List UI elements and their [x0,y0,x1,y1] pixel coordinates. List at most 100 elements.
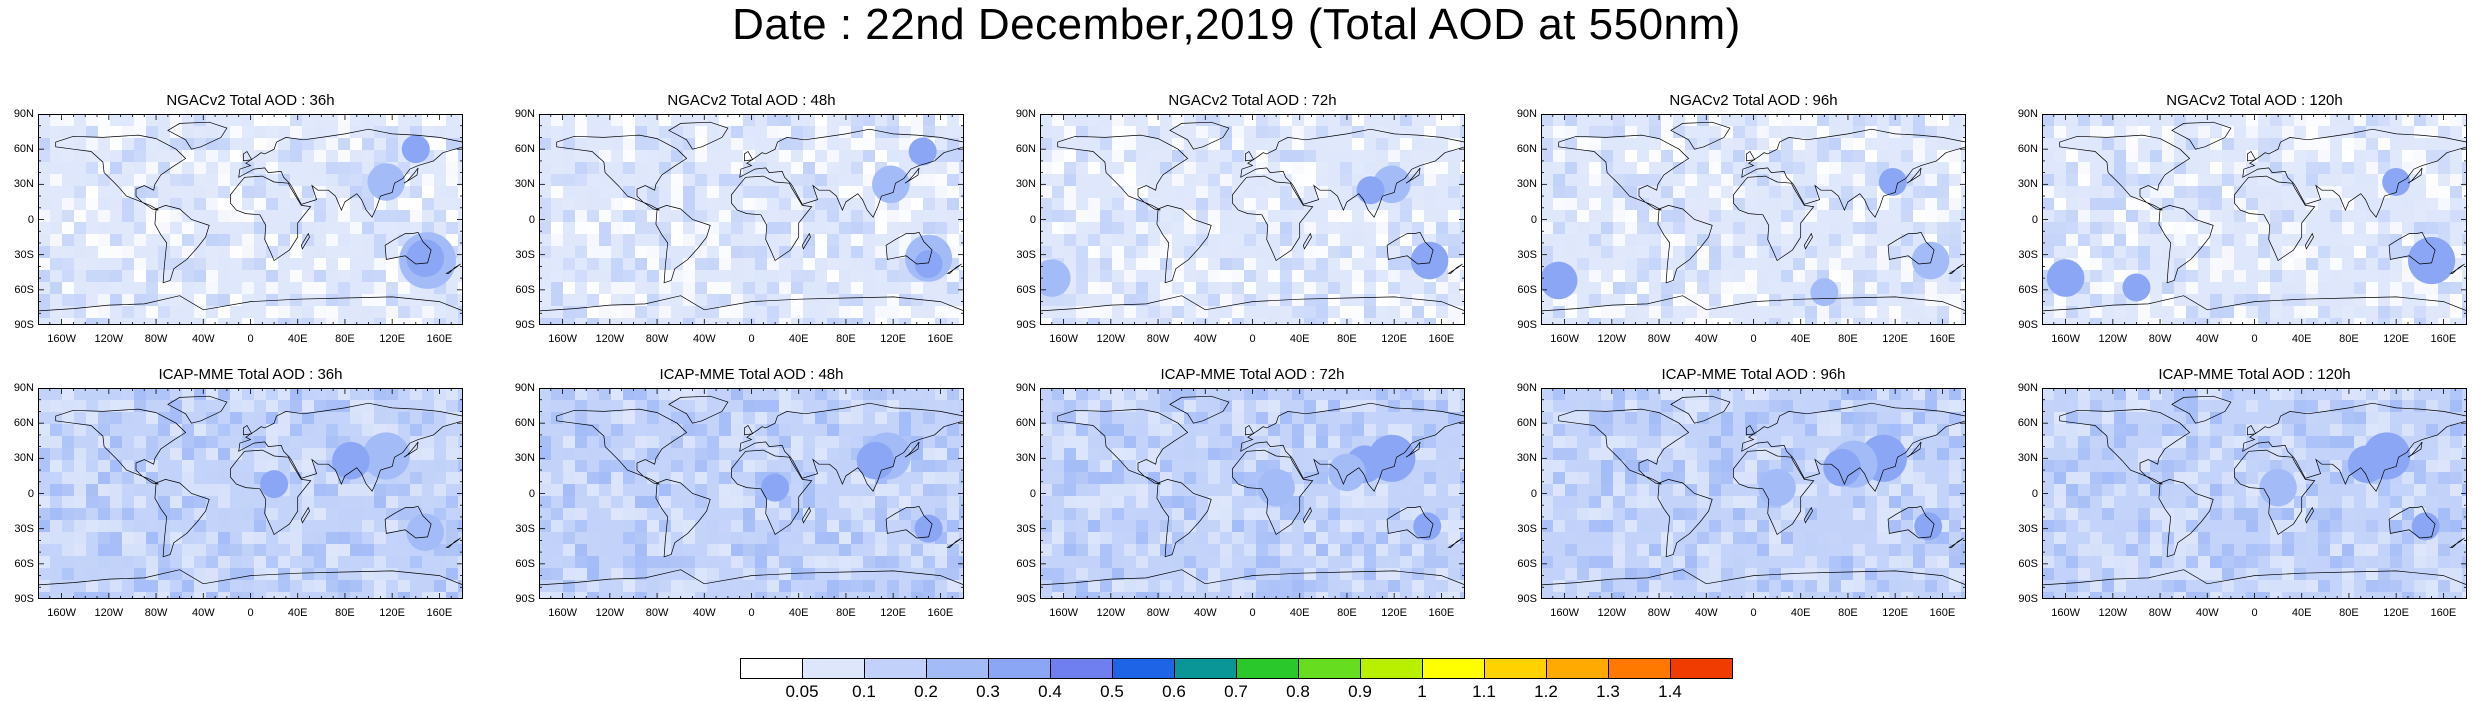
lat-tick-label: 30N [2017,452,2038,465]
lon-tick-label: 80W [144,333,168,345]
lon-tick-label: 0 [1750,607,1757,619]
lon-tick-label: 80W [645,333,669,345]
lat-tick-label: 90S [2018,593,2038,605]
lon-tick-label: 80E [335,333,355,345]
map-area [38,114,463,325]
lon-tick-label: 120W [2098,333,2128,345]
lat-tick-label: 90N [1015,108,1036,120]
aod-map [38,388,463,599]
colorbar-swatch [1298,658,1361,679]
lat-tick-label: 30N [13,178,34,191]
colorbar-swatch [1670,658,1733,679]
lat-tick-label: 30S [515,248,535,261]
map-area [1040,114,1465,325]
lat-tick-label: 30N [1015,178,1036,191]
lat-tick-label: 30S [1016,522,1036,535]
lon-tick-label: 160E [2430,607,2457,619]
lat-tick-label: 0 [528,213,535,226]
lon-tick-label: 80E [1838,607,1858,619]
lon-tick-label: 80W [1647,607,1671,619]
map-panel: NGACv2 Total AOD : 120h 90N 60N 30N 0 30S 60S 9… [2018,92,2473,352]
colorbar-swatch [1360,658,1423,679]
lat-tick-label: 90N [13,108,34,120]
lon-tick-label: 40E [1790,607,1811,619]
lon-tick-label: 80E [1337,607,1357,619]
lon-tick-label: 0 [748,333,755,345]
aod-map [38,114,463,325]
map-panel: NGACv2 Total AOD : 72h 90N 60N 30N 0 30S 60S 90… [1016,92,1510,352]
lon-tick-label: 160W [47,333,76,345]
lat-tick-label: 0 [1530,213,1537,226]
lon-tick-label: 120E [880,607,906,619]
lon-tick-label: 160E [1428,333,1455,345]
lat-tick-label: 30S [2018,248,2038,261]
colorbar-swatch [1608,658,1671,679]
lat-tick-label: 90S [515,319,535,331]
lon-tick-label: 40E [1289,333,1310,345]
lat-tick-label: 60S [2018,283,2038,296]
lon-tick-label: 0 [247,333,254,345]
aod-map [1040,114,1465,325]
colorbar-label: 1.4 [1658,682,1682,701]
colorbar-label: 0.1 [852,682,876,701]
lat-tick-label: 30N [514,178,535,191]
colorbar-swatch [1422,658,1485,679]
colorbar-label: 0.9 [1348,682,1372,701]
colorbar-label: 0.7 [1224,682,1248,701]
panel-title: ICAP-MME Total AOD : 96h [1661,366,1846,383]
lon-tick-label: 80W [645,607,669,619]
lon-tick-label: 40E [1790,333,1811,345]
lon-tick-label: 120W [94,607,124,619]
lat-tick-label: 30S [14,522,34,535]
lon-tick-label: 120E [2383,333,2409,345]
lon-tick-label: 80E [836,333,856,345]
lon-tick-label: 40E [287,607,308,619]
lon-tick-label: 160E [1929,607,1956,619]
lat-tick-label: 30N [514,452,535,465]
colorbar-swatch [1236,658,1299,679]
lon-tick-label: 80W [144,607,168,619]
lon-tick-label: 80E [2339,333,2359,345]
lat-tick-label: 30N [1015,452,1036,465]
lon-tick-label: 160W [47,607,76,619]
lat-tick-label: 30S [2018,522,2038,535]
lon-tick-label: 40W [191,333,215,345]
lat-tick-label: 90S [2018,319,2038,331]
lon-tick-label: 80E [2339,607,2359,619]
lat-tick-label: 90S [1517,593,1537,605]
lat-tick-label: 60S [515,283,535,296]
lon-tick-label: 160W [1049,607,1078,619]
lat-tick-label: 90N [1516,382,1537,394]
lat-tick-label: 60S [1016,283,1036,296]
lon-tick-label: 80W [2148,333,2172,345]
lat-tick-label: 90N [2017,108,2038,120]
lat-tick-label: 90S [1016,593,1036,605]
colorbar-label: 1.2 [1534,682,1558,701]
panel-title: ICAP-MME Total AOD : 48h [659,366,844,383]
colorbar-swatch [802,658,865,679]
lat-tick-label: 60N [1015,417,1036,430]
colorbar-label: 0.2 [914,682,938,701]
lat-tick-label: 30N [1516,178,1537,191]
map-panel: NGACv2 Total AOD : 96h 90N 60N 30N 0 30S 60S 90… [1517,92,2011,352]
lon-tick-label: 160W [548,333,577,345]
lat-tick-label: 60S [1517,557,1537,570]
map-panel: ICAP-MME Total AOD : 96h 90N 60N 30N 0 30S 60S… [1517,366,2011,626]
lon-tick-label: 160W [548,607,577,619]
colorbar-swatch [988,658,1051,679]
map-panel: ICAP-MME Total AOD : 72h 90N 60N 30N 0 30S 60S… [1016,366,1510,626]
lon-tick-label: 0 [1249,333,1256,345]
lon-tick-label: 40W [692,333,716,345]
lon-tick-label: 160E [927,607,954,619]
lon-tick-label: 80E [335,607,355,619]
lon-tick-label: 120W [1597,607,1627,619]
map-panel: ICAP-MME Total AOD : 48h 90N 60N 30N 0 30S 60S… [515,366,1009,626]
colorbar-label: 1 [1417,682,1427,701]
figure-title: Date : 22nd December,2019 (Total AOD at … [732,0,1741,49]
aod-map [2042,388,2467,599]
lon-tick-label: 160W [2051,333,2080,345]
lon-tick-label: 120E [2383,607,2409,619]
lat-tick-label: 30S [1517,522,1537,535]
lat-tick-label: 30S [515,522,535,535]
lon-tick-label: 0 [2251,607,2258,619]
